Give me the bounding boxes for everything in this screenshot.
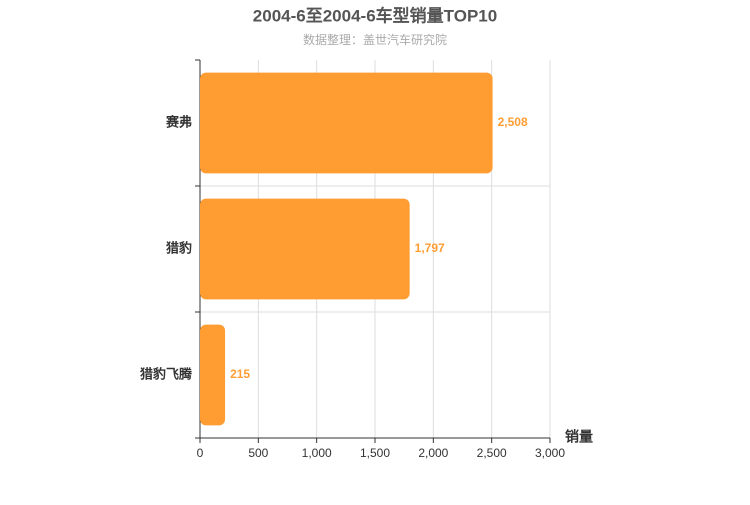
bar [200,324,226,426]
y-tick-label: 猎豹 [166,240,192,255]
x-tick-label: 2,500 [477,446,507,460]
x-tick-label: 1,000 [302,446,332,460]
bar [200,72,493,174]
chart-subtitle: 数据整理：盖世汽车研究院 [303,32,447,47]
x-tick-label: 1,500 [360,446,390,460]
chart-title: 2004-6至2004-6车型销量TOP10 [253,5,497,25]
data-label: 215 [230,367,250,381]
x-tick-label: 0 [197,446,204,460]
y-tick-label: 猎豹飞腾 [140,366,193,381]
data-label: 2,508 [498,115,528,129]
x-tick-label: 500 [248,446,268,460]
bar [200,198,410,300]
x-axis-label: 销量 [565,429,593,445]
x-tick-label: 3,000 [535,446,565,460]
y-tick-label: 赛弗 [165,114,192,129]
data-label: 1,797 [415,241,445,255]
x-tick-label: 2,000 [418,446,448,460]
